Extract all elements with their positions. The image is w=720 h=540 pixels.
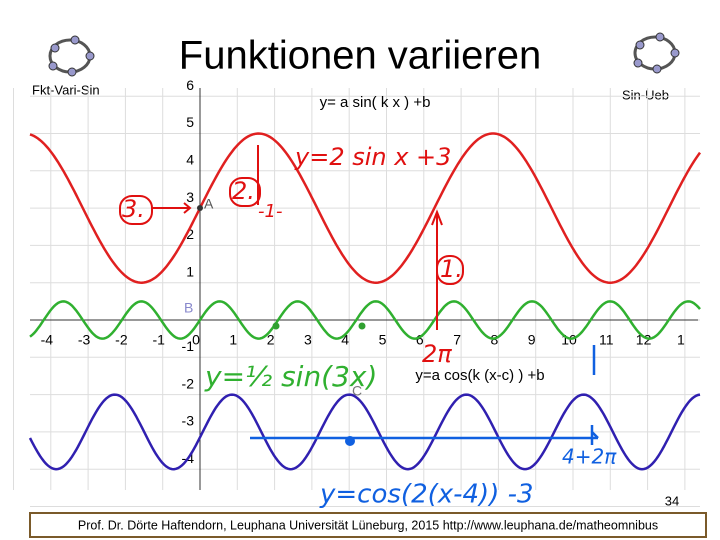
logo-right	[633, 32, 680, 74]
x-tick-label: 12	[636, 332, 652, 348]
y-tick-label: 6	[186, 77, 194, 93]
graph-area	[30, 88, 700, 490]
two-pi: 2π	[422, 340, 452, 368]
y-tick-label: 1	[186, 263, 194, 279]
y-tick-label: 2	[186, 226, 194, 242]
x-tick-label: 11	[599, 332, 614, 348]
minus-1: -1-	[258, 201, 282, 222]
x-tick-label: 5	[379, 332, 387, 348]
blue-curve	[28, 393, 701, 471]
point-green2	[358, 322, 366, 330]
point-a	[197, 205, 203, 211]
x-tick-label: 2	[267, 332, 275, 348]
x-tick-label: -2	[115, 332, 128, 348]
shift-label: 4+2π	[562, 445, 617, 469]
red-formula: y=2 sin x +3	[294, 143, 451, 171]
x-tick-label: -4	[41, 332, 54, 348]
footer-credit: Prof. Dr. Dörte Haftendorn, Leuphana Uni…	[78, 518, 658, 532]
left-label: Fkt-Vari-Sin	[32, 82, 100, 97]
point-label: B	[184, 300, 193, 316]
x-tick-label: 3	[304, 332, 312, 348]
title: Funktionen variieren	[179, 34, 541, 78]
logo-left	[48, 35, 95, 77]
x-tick-label: 6	[416, 332, 424, 348]
step-1: 1.	[440, 255, 463, 283]
blue-formula: y=cos(2(x-4)) -3	[319, 480, 534, 510]
point-label: C	[352, 383, 362, 399]
page-number: 34	[665, 493, 679, 508]
y-tick-label: 3	[186, 189, 194, 205]
x-tick-label: 1	[677, 332, 685, 348]
right-label: Sin-Ueb	[622, 87, 669, 102]
x-tick-label: 9	[528, 332, 536, 348]
red-curve	[29, 132, 702, 284]
point-green1	[272, 322, 280, 330]
x-tick-label: 1	[229, 332, 237, 348]
y-tick-label: 5	[186, 114, 194, 130]
y-tick-label: -3	[182, 413, 195, 429]
x-tick-label: 4	[341, 332, 349, 348]
y-tick-label: 4	[186, 152, 194, 168]
x-tick-label: 0	[192, 332, 200, 348]
point-label: A	[204, 196, 214, 212]
formula-bottom: y=a cos(k (x-c) ) +b	[415, 367, 544, 384]
x-tick-label: 7	[453, 332, 461, 348]
green-curve	[29, 300, 701, 340]
point-c	[345, 436, 355, 446]
x-tick-label: -1	[152, 332, 165, 348]
step-3: 3.	[122, 195, 145, 223]
red-strokes	[119, 145, 464, 330]
green-formula: y=½ sin(3x)	[204, 360, 377, 393]
formula-top: y= a sin( k x ) +b	[320, 94, 431, 111]
y-tick-label: -2	[182, 375, 195, 391]
x-tick-label: -3	[78, 332, 91, 348]
y-tick-label: -1	[182, 338, 195, 354]
footer-box	[29, 512, 707, 538]
blue-strokes	[250, 345, 599, 445]
step-2: 2.	[232, 177, 255, 205]
